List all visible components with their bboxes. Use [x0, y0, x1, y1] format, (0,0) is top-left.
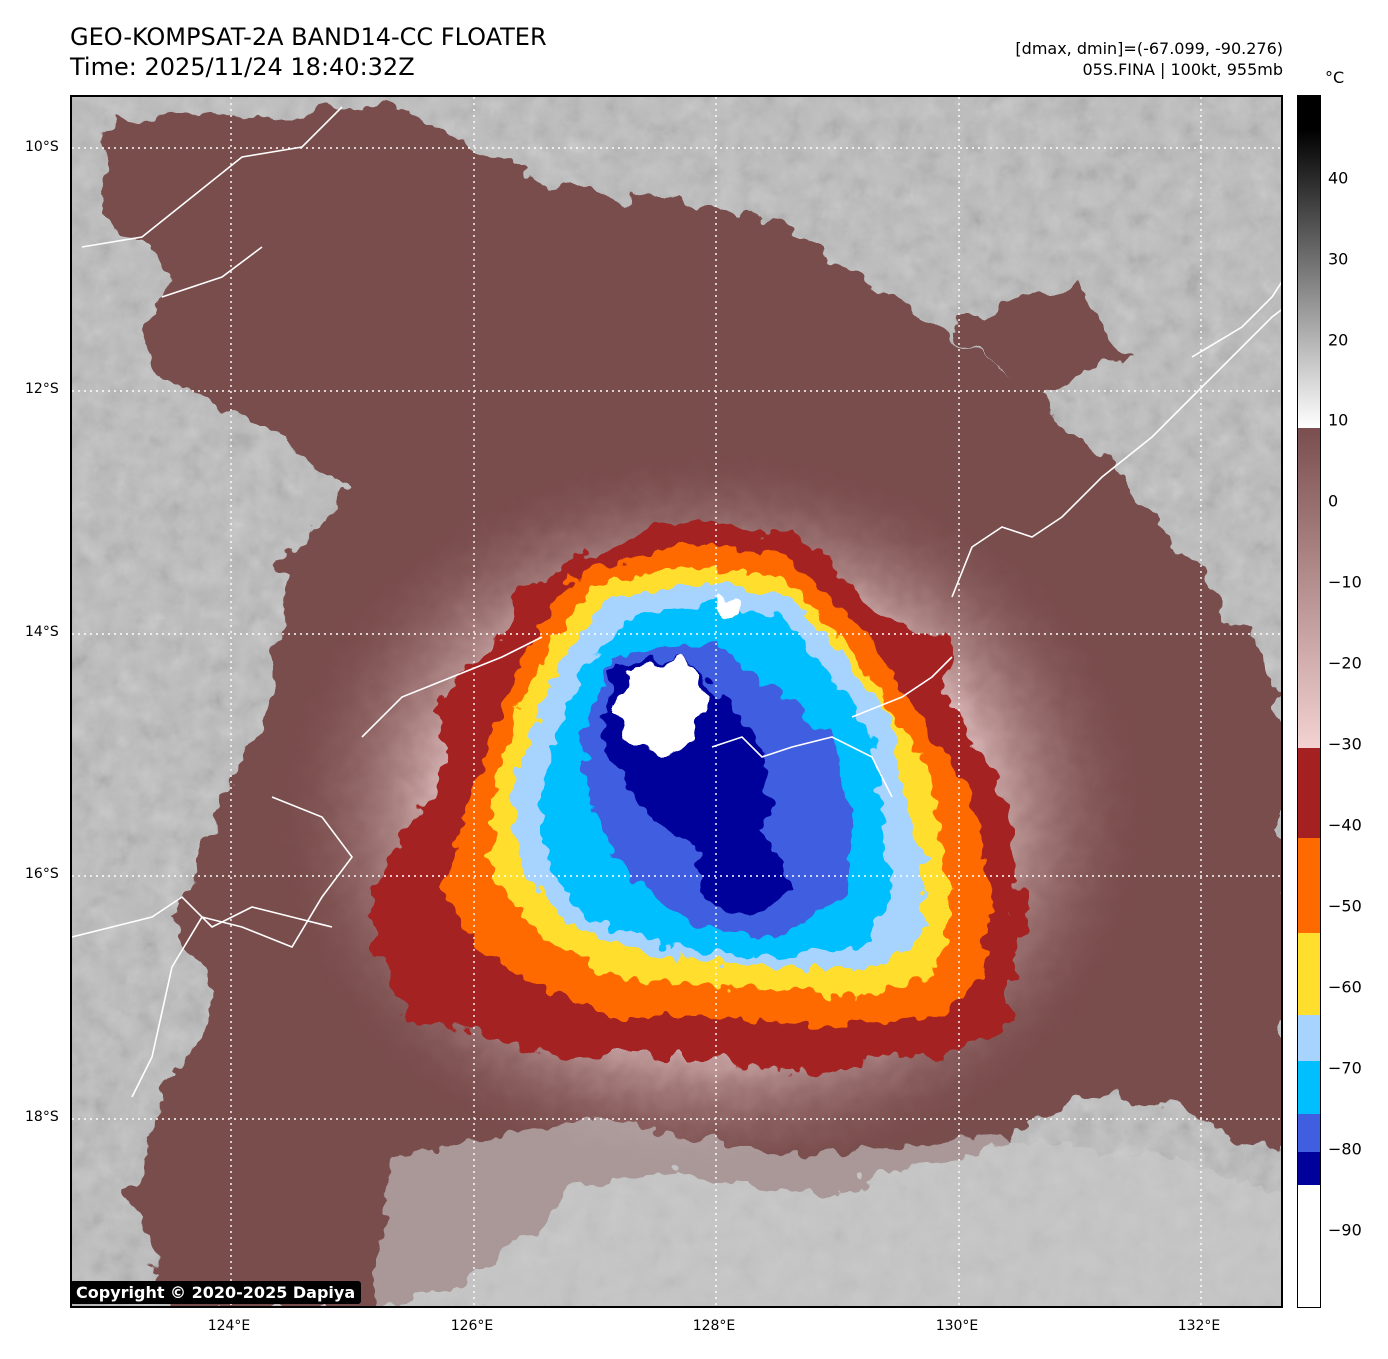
storm-name-intensity: 05S.FINA | 100kt, 955mb [1082, 60, 1283, 79]
lat-tick-18s: 18°S [25, 1109, 59, 1125]
lon-tick-130: 130°E [935, 1318, 979, 1334]
colorbar-tick-minus90: −90 [1328, 1220, 1362, 1240]
colorbar-scale [1298, 96, 1320, 1307]
lon-tick-124: 124°E [207, 1318, 251, 1334]
lat-tick-14s: 14°S [25, 624, 59, 640]
graticule [72, 97, 1281, 1306]
cdo-white-core [612, 595, 741, 757]
dmax-dmin-readout: [dmax, dmin]=(-67.099, -90.276) [1015, 39, 1283, 58]
colorbar-tick-30: 30 [1328, 249, 1349, 269]
lat-tick-10s: 10°S [25, 139, 59, 155]
colorbar-tick-minus50: −50 [1328, 896, 1362, 916]
colorbar-tick-minus10: −10 [1328, 572, 1362, 592]
satellite-image [72, 97, 1281, 1306]
colorbar-unit: °C [1325, 68, 1345, 87]
title-line-1: GEO-KOMPSAT-2A BAND14-CC FLOATER [70, 23, 547, 51]
colorbar-tick-minus40: −40 [1328, 815, 1362, 835]
lon-tick-132: 132°E [1177, 1318, 1221, 1334]
colorbar-tick-20: 20 [1328, 330, 1349, 350]
lat-tick-12s: 12°S [25, 381, 59, 397]
copyright-badge: Copyright © 2020-2025 Dapiya [70, 1281, 362, 1304]
colorbar-tick-0: 0 [1328, 491, 1339, 511]
chart-title: GEO-KOMPSAT-2A BAND14-CC FLOATER Time: 2… [70, 22, 547, 82]
colorbar-tick-10: 10 [1328, 410, 1349, 430]
colorbar-tick-minus20: −20 [1328, 653, 1362, 673]
colorbar-tick-minus70: −70 [1328, 1058, 1362, 1078]
colorbar-tick-40: 40 [1328, 168, 1349, 188]
colorbar-tick-minus30: −30 [1328, 734, 1362, 754]
satellite-image-panel [70, 95, 1283, 1308]
lon-tick-126: 126°E [450, 1318, 494, 1334]
lat-tick-16s: 16°S [25, 866, 59, 882]
colorbar-tick-minus80: −80 [1328, 1139, 1362, 1159]
colorbar [1297, 95, 1321, 1308]
colorbar-tick-minus60: −60 [1328, 977, 1362, 997]
lon-tick-128: 128°E [692, 1318, 736, 1334]
title-line-2: Time: 2025/11/24 18:40:32Z [70, 53, 415, 81]
storm-info: [dmax, dmin]=(-67.099, -90.276) 05S.FINA… [1015, 38, 1283, 80]
coastlines [72, 106, 1281, 1098]
